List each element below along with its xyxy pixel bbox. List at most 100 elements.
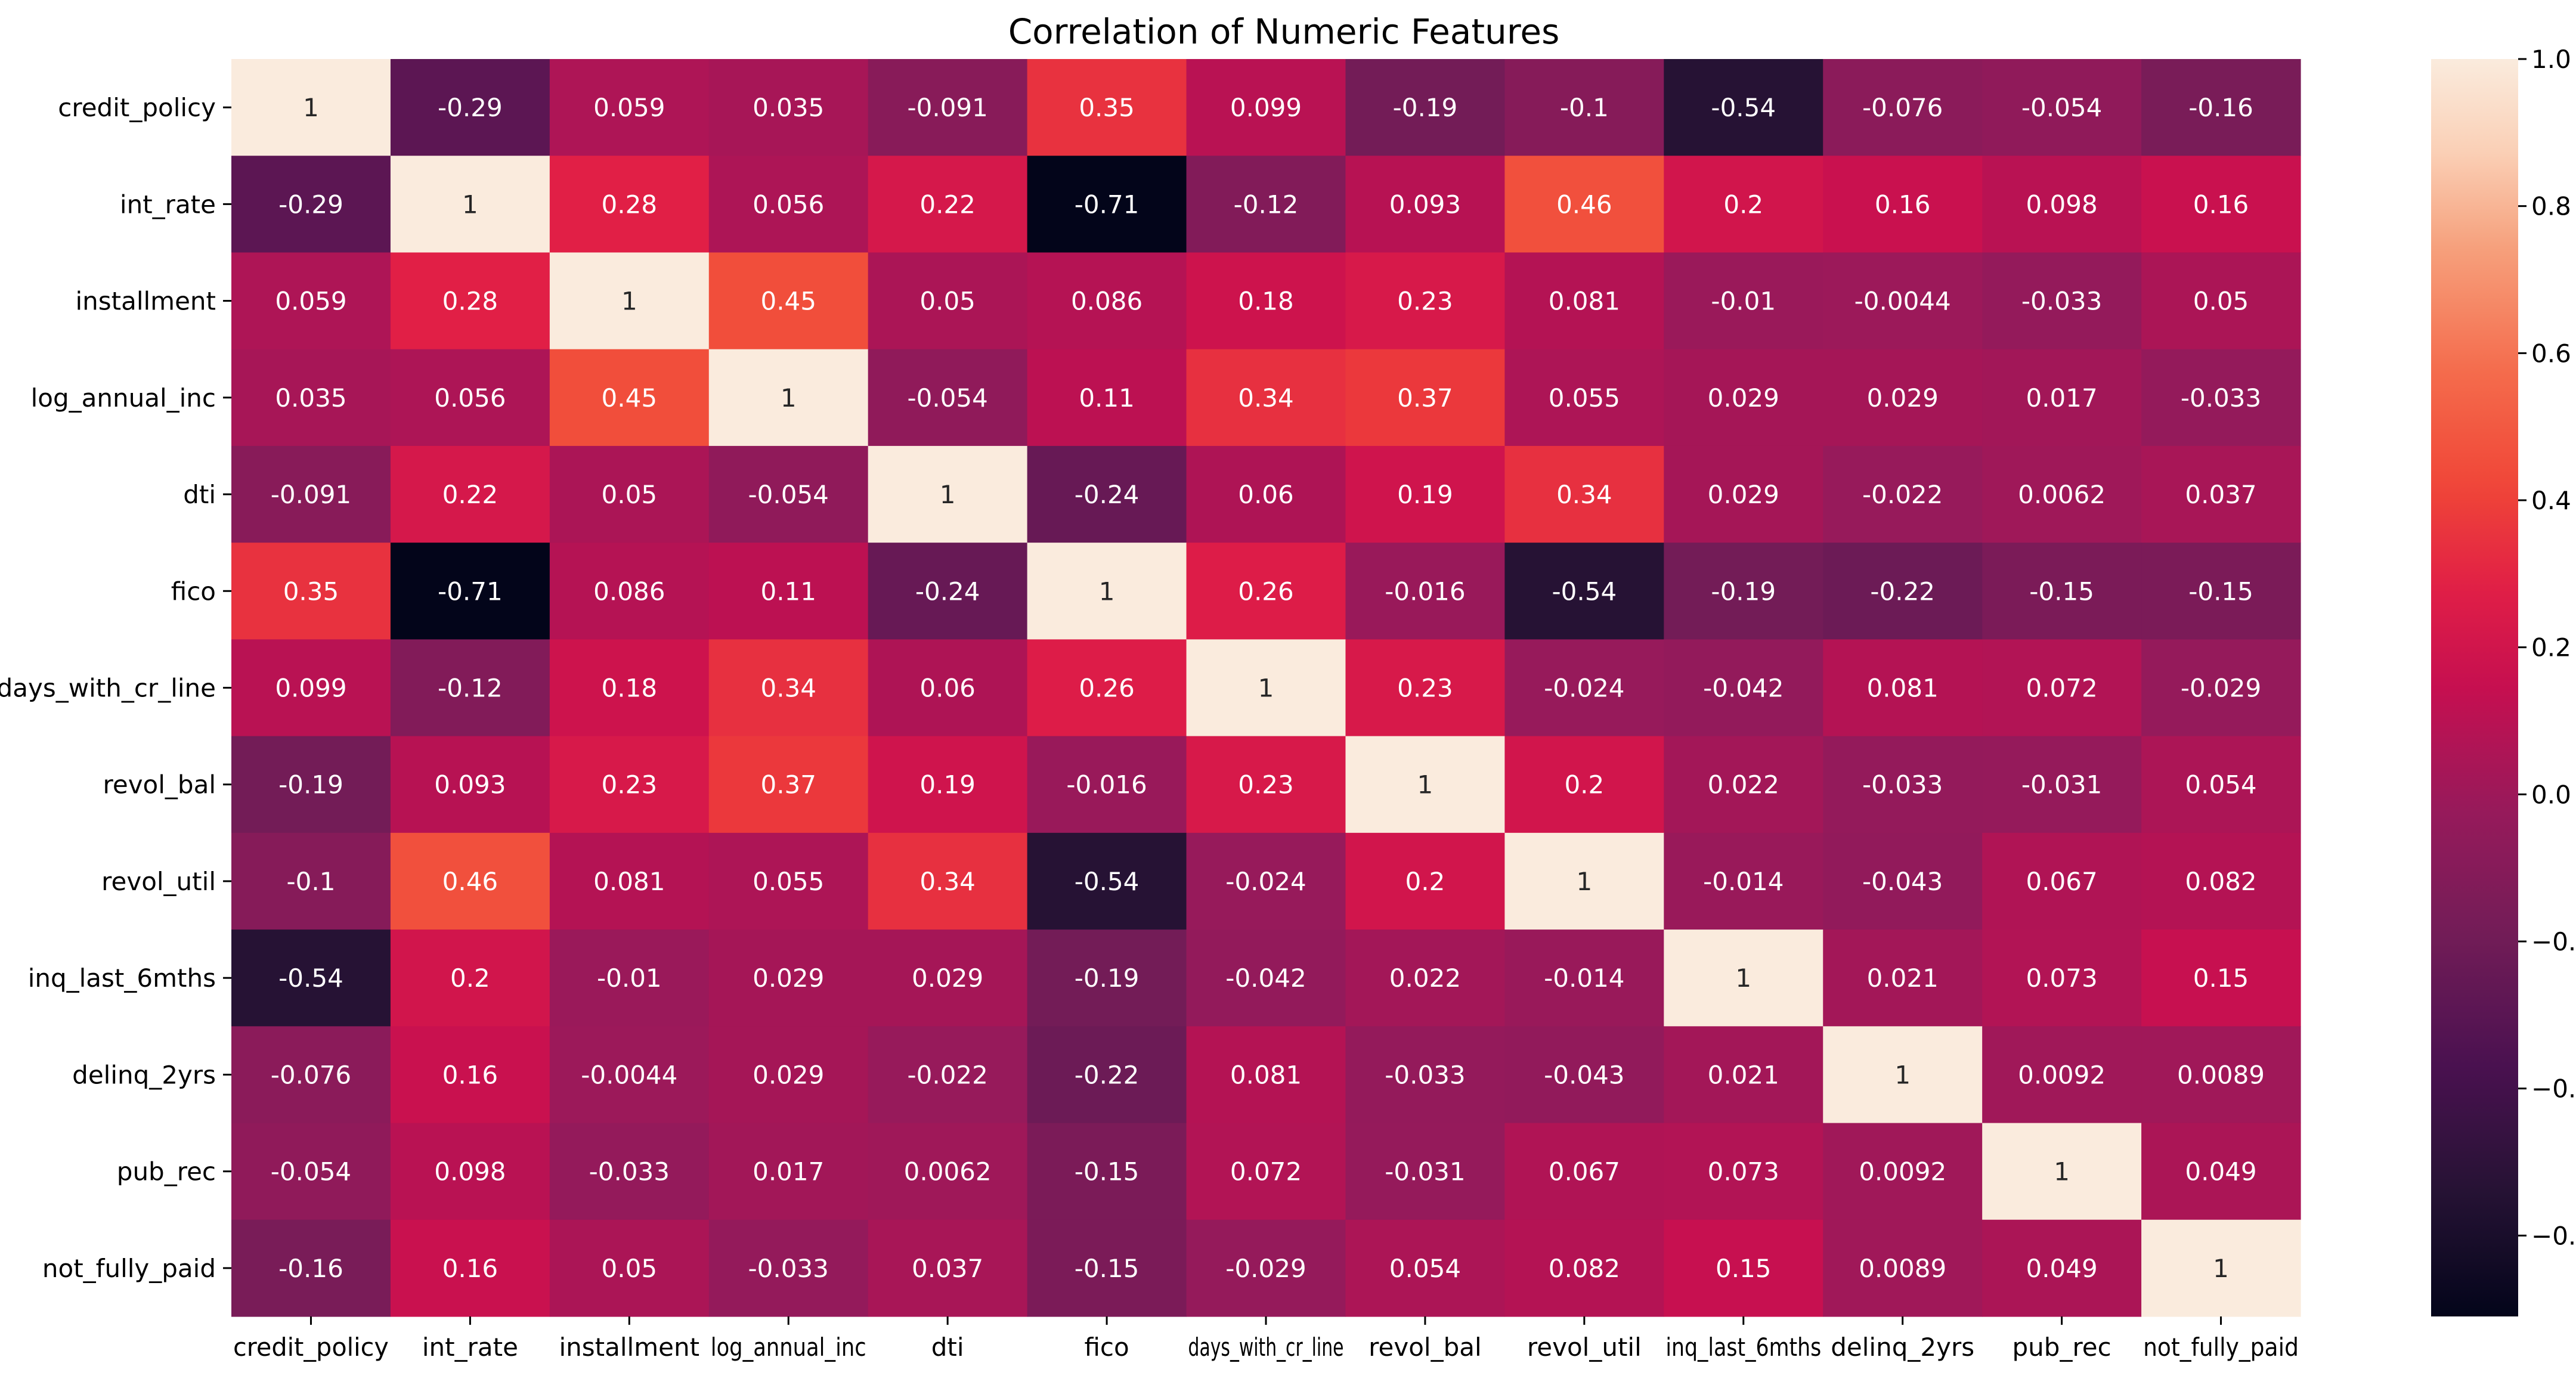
cell-value-label: -0.033 xyxy=(748,1254,829,1283)
cell-value-label: 0.06 xyxy=(1238,480,1294,509)
heatmap-cell xyxy=(1504,1123,1664,1220)
heatmap-cell xyxy=(1982,445,2142,543)
colorbar-tick-label: −0.6 xyxy=(2531,1221,2576,1250)
cell-value-label: 0.34 xyxy=(919,867,976,896)
heatmap-cell xyxy=(1186,543,1346,640)
cell-value-label: 0.46 xyxy=(1556,190,1612,219)
cell-value-label: 1 xyxy=(621,287,637,316)
y-tick-label: dti xyxy=(183,480,216,509)
heatmap-cell xyxy=(231,930,391,1027)
chart-title: Correlation of Numeric Features xyxy=(1008,11,1560,52)
cell-value-label: 1 xyxy=(1417,770,1433,800)
cell-value-label: 0.073 xyxy=(2026,963,2097,993)
heatmap-cell xyxy=(231,639,391,737)
y-tick-label: revol_bal xyxy=(103,770,216,800)
y-tick-label: delinq_2yrs xyxy=(72,1060,216,1089)
heatmap-cell xyxy=(1664,1219,1823,1317)
heatmap-cell xyxy=(231,349,391,447)
heatmap-cell xyxy=(1664,832,1823,930)
colorbar-tick-label: −0.2 xyxy=(2531,927,2576,956)
heatmap-cell xyxy=(2141,930,2301,1027)
heatmap-cell xyxy=(1345,930,1505,1027)
heatmap-cell xyxy=(868,156,1028,253)
cell-value-label: -0.033 xyxy=(2181,383,2261,413)
cell-value-label: 0.0089 xyxy=(2177,1060,2265,1089)
cell-value-label: -0.0044 xyxy=(581,1060,677,1089)
cell-value-label: 0.16 xyxy=(2193,190,2249,219)
cell-value-label: 0.15 xyxy=(1716,1254,1772,1283)
heatmap-cell xyxy=(1027,156,1187,253)
heatmap-cell xyxy=(1186,445,1346,543)
heatmap-cell xyxy=(708,1123,869,1220)
heatmap-cell xyxy=(1982,156,2142,253)
heatmap-cell xyxy=(390,252,550,350)
x-tick-label: fico xyxy=(1084,1333,1129,1362)
heatmap-cell xyxy=(1027,445,1187,543)
heatmap-cell xyxy=(549,639,710,737)
heatmap-cell xyxy=(1664,156,1823,253)
y-tick-label: pub_rec xyxy=(117,1157,216,1186)
heatmap-cell xyxy=(1982,543,2142,640)
cell-value-label: 0.46 xyxy=(442,867,499,896)
heatmap-cell xyxy=(1027,59,1187,156)
heatmap-cell xyxy=(1345,252,1505,350)
colorbar-tick-label: 0.2 xyxy=(2531,633,2571,662)
cell-value-label: -0.033 xyxy=(1385,1060,1465,1089)
heatmap-cell xyxy=(708,349,869,447)
heatmap-cell xyxy=(1345,543,1505,640)
cell-value-label: -0.022 xyxy=(907,1060,987,1089)
cell-value-label: 0.23 xyxy=(1397,287,1453,316)
heatmap-cell xyxy=(868,1026,1028,1124)
heatmap-cell xyxy=(549,1026,710,1124)
heatmap-cell xyxy=(868,639,1028,737)
heatmap-cell xyxy=(2141,59,2301,156)
heatmap-cell xyxy=(1664,930,1823,1027)
cell-value-label: -0.054 xyxy=(2021,93,2102,122)
heatmap-cell xyxy=(868,445,1028,543)
cell-value-label: -0.029 xyxy=(2181,674,2261,703)
heatmap-cell xyxy=(1186,1219,1346,1317)
cell-value-label: 0.081 xyxy=(593,867,665,896)
cell-value-label: 0.055 xyxy=(1549,383,1620,413)
heatmap-cell xyxy=(1345,639,1505,737)
heatmap-cell xyxy=(868,252,1028,350)
cell-value-label: -0.15 xyxy=(1075,1157,1140,1186)
y-tick-label: revol_util xyxy=(101,867,216,896)
cell-value-label: 0.37 xyxy=(760,770,816,800)
heatmap-cell xyxy=(2141,1123,2301,1220)
cell-value-label: 0.15 xyxy=(2193,963,2249,993)
cell-value-label: 0.05 xyxy=(919,287,976,316)
cell-value-label: 0.029 xyxy=(912,963,983,993)
cell-value-label: 0.098 xyxy=(2026,190,2097,219)
heatmap-cell xyxy=(390,1026,550,1124)
heatmap-cell xyxy=(231,156,391,253)
cell-value-label: -0.15 xyxy=(1075,1254,1140,1283)
cell-value-label: -0.054 xyxy=(748,480,829,509)
x-tick-label: delinq_2yrs xyxy=(1831,1333,1974,1362)
heatmap-cell xyxy=(1186,156,1346,253)
cell-value-label: 0.28 xyxy=(602,190,658,219)
cell-value-label: 0.081 xyxy=(1867,674,1939,703)
cell-value-label: -0.29 xyxy=(278,190,343,219)
heatmap-cell xyxy=(1027,1219,1187,1317)
cell-value-label: 0.19 xyxy=(919,770,976,800)
heatmap-cells: 1 -0.29 0.059 0.035 -0.091 0.35 0.099 -0.19 -0.1… xyxy=(231,59,2301,1317)
heatmap-cell xyxy=(708,1219,869,1317)
cell-value-label: -0.0044 xyxy=(1854,287,1951,316)
cell-value-label: 0.093 xyxy=(1389,190,1461,219)
y-tick-label: days_with_cr_line xyxy=(0,674,216,703)
heatmap-cell xyxy=(868,59,1028,156)
heatmap-cell xyxy=(549,445,710,543)
cell-value-label: 0.072 xyxy=(2026,674,2097,703)
colorbar-tick-label: 1.0 xyxy=(2531,45,2571,74)
cell-value-label: -0.54 xyxy=(1711,93,1776,122)
cell-value-label: -0.15 xyxy=(2029,577,2094,606)
cell-value-label: 0.067 xyxy=(2026,867,2097,896)
heatmap-cell xyxy=(1504,349,1664,447)
heatmap-cell xyxy=(868,349,1028,447)
cell-value-label: -0.033 xyxy=(1862,770,1943,800)
cell-value-label: 1 xyxy=(1099,577,1115,606)
cell-value-label: 0.059 xyxy=(275,287,346,316)
heatmap-cell xyxy=(1823,156,1983,253)
